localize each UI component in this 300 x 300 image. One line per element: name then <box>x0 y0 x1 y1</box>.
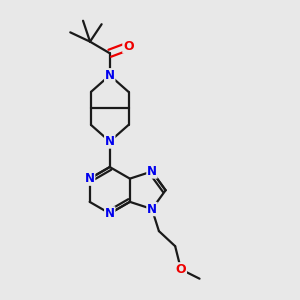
Text: N: N <box>105 69 115 82</box>
Text: O: O <box>123 40 134 53</box>
Text: O: O <box>176 263 186 276</box>
Text: N: N <box>105 207 115 220</box>
Text: N: N <box>147 202 157 215</box>
Text: N: N <box>85 172 94 185</box>
Text: N: N <box>105 135 115 148</box>
Text: N: N <box>147 165 157 178</box>
